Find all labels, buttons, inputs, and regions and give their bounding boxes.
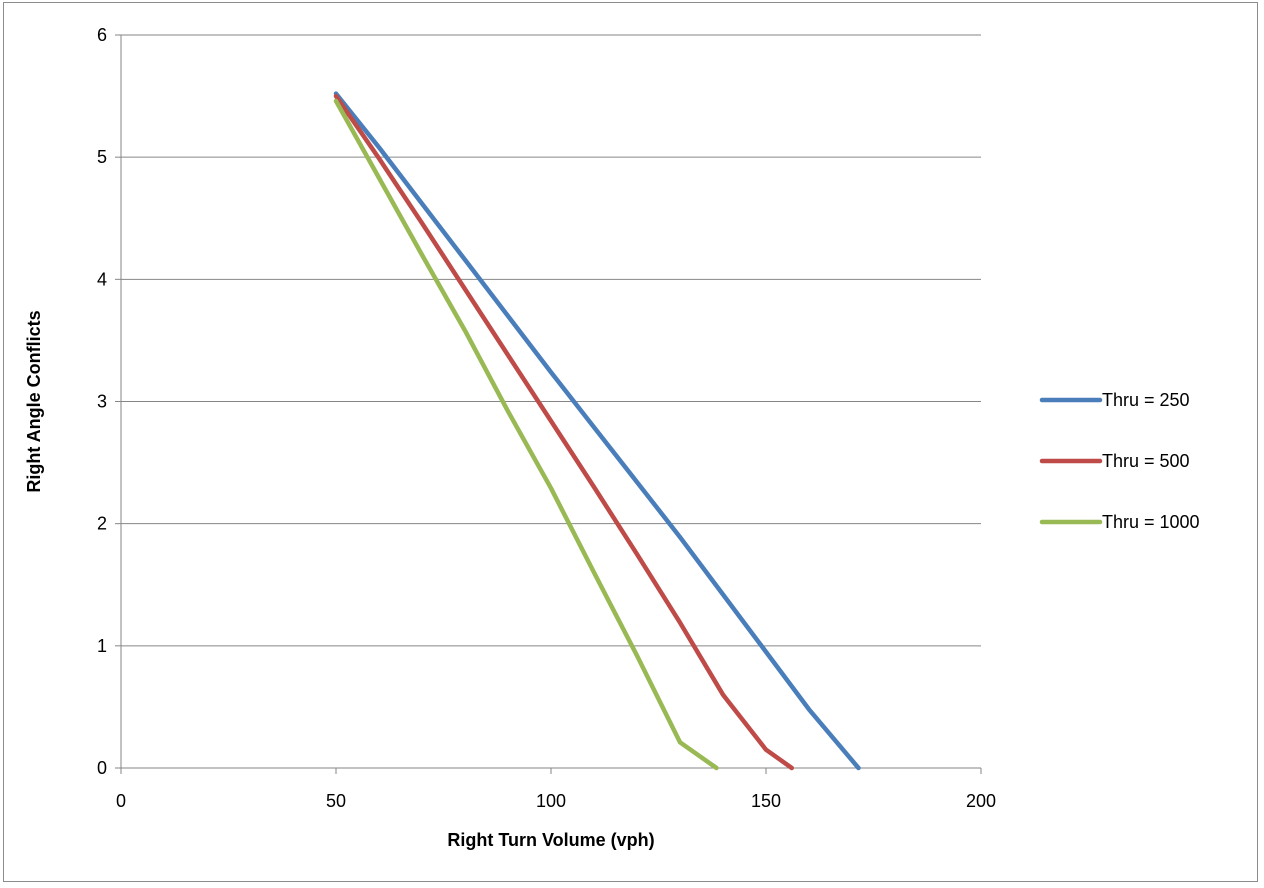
x-tick-label: 100: [536, 791, 566, 811]
series-line-3: [333, 98, 719, 771]
line-chart: 0 1 2 3 4 5 6 0 50 100 150 200 Thru = 250 Thru = 500…: [24, 25, 1200, 850]
series-line-2: [333, 93, 795, 771]
legend-label-1: Thru = 250: [1102, 390, 1190, 410]
legend-label-3: Thru = 1000: [1102, 512, 1200, 532]
y-tick-label: 3: [97, 392, 107, 412]
y-tick-label: 1: [97, 636, 107, 656]
x-tick-label: 150: [751, 791, 781, 811]
legend: Thru = 250 Thru = 500 Thru = 1000: [1039, 390, 1200, 532]
x-tick-label: 200: [966, 791, 996, 811]
chart-area: 0 1 2 3 4 5 6 0 50 100 150 200 Thru = 250 Thru = 500…: [3, 2, 1258, 882]
x-tick-label: 50: [326, 791, 346, 811]
gridlines: [121, 34, 981, 647]
y-axis-title: Right Angle Conflicts: [24, 310, 44, 492]
y-tick-label: 5: [97, 147, 107, 167]
y-tick-label: 2: [97, 514, 107, 534]
y-tick-label: 6: [97, 25, 107, 45]
x-tick-label: 0: [116, 791, 126, 811]
series-line-1: [333, 91, 861, 771]
series-lines: [333, 91, 861, 771]
legend-label-2: Thru = 500: [1102, 451, 1190, 471]
x-axis-title: Right Turn Volume (vph): [447, 830, 654, 850]
y-tick-label: 0: [97, 758, 107, 778]
axes: 0 1 2 3 4 5 6 0 50 100 150 200: [97, 25, 996, 811]
y-tick-label: 4: [97, 269, 107, 289]
